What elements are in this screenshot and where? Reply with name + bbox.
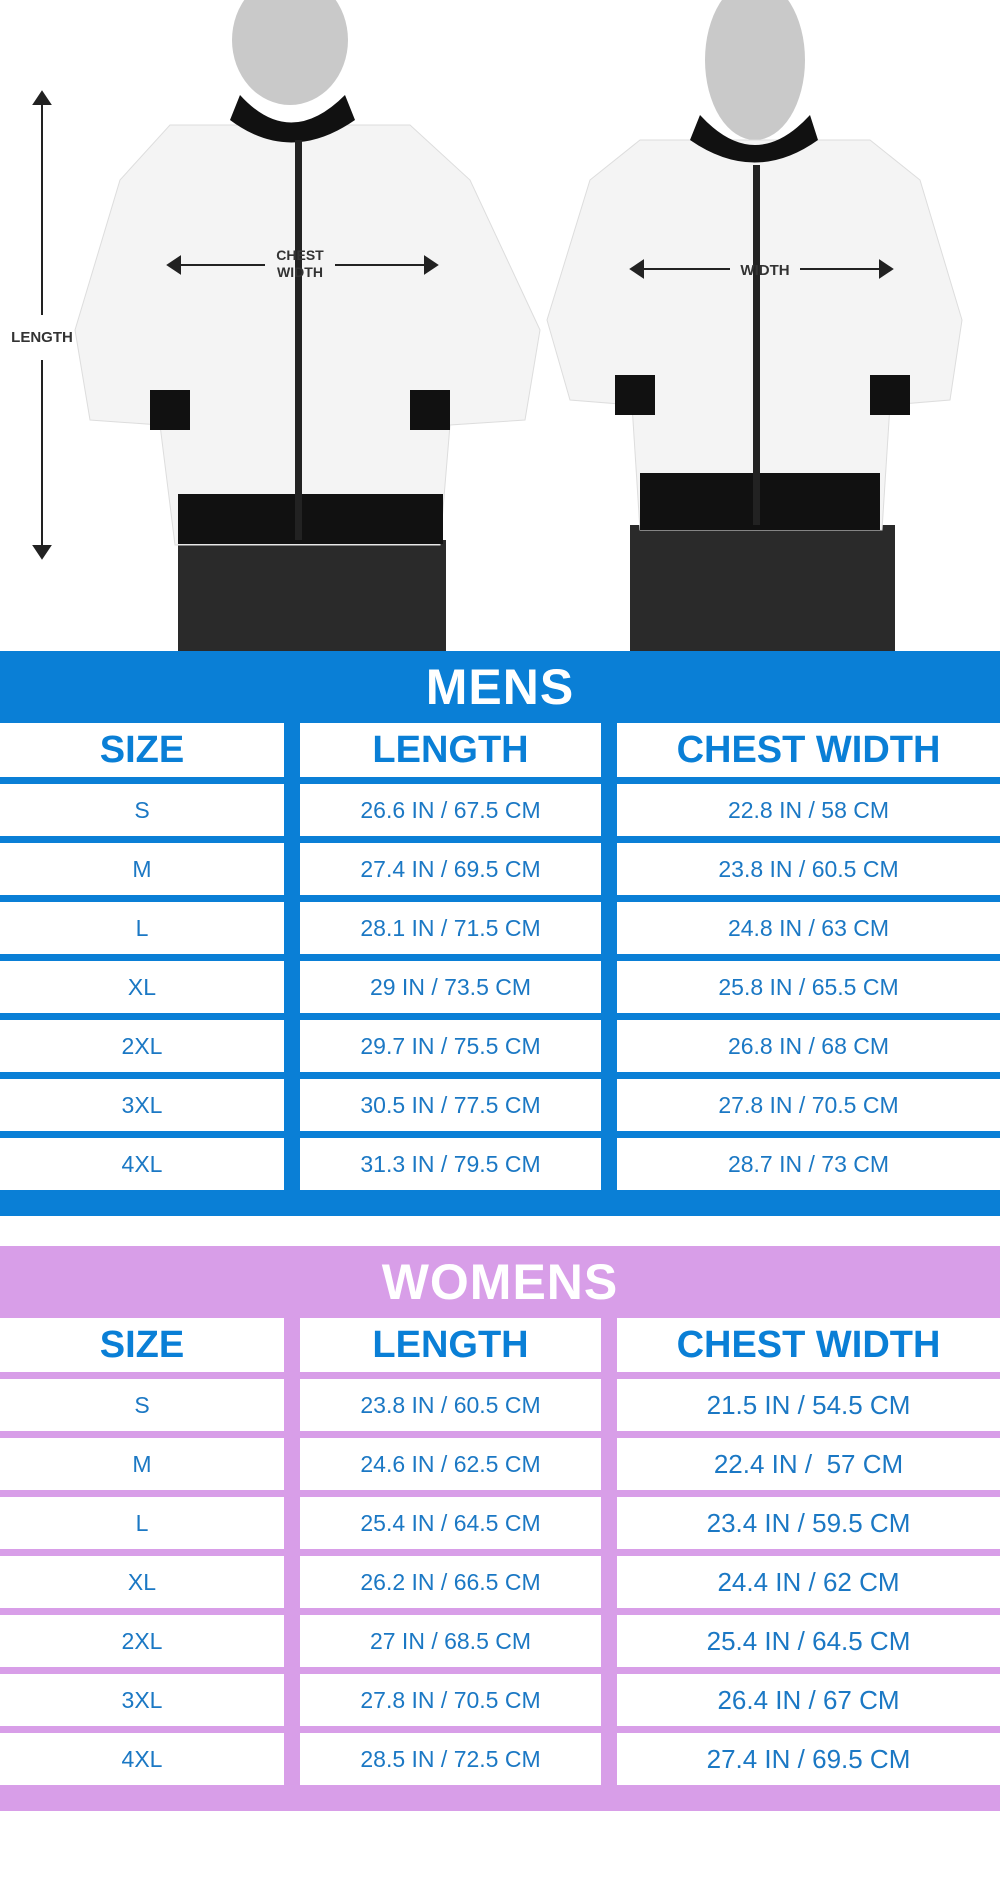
size-cell: 2XL xyxy=(0,1020,284,1072)
womens-grid: SIZE LENGTH CHEST WIDTH S 23.8 IN / 60.5 CM 2… xyxy=(0,1317,1000,1785)
chest-width-cell: 23.4 IN / 59.5 CM xyxy=(617,1497,1000,1549)
chest-width-cell: 25.4 IN / 64.5 CM xyxy=(617,1615,1000,1667)
size-cell: S xyxy=(0,1379,284,1431)
size-cell: S xyxy=(0,784,284,836)
length-cell: 26.2 IN / 66.5 CM xyxy=(300,1556,601,1608)
mens-size-table: MENS SIZE LENGTH CHEST WIDTH S 26.6 IN / 67.… xyxy=(0,651,1000,1216)
length-cell: 29.7 IN / 75.5 CM xyxy=(300,1020,601,1072)
column-header: CHEST WIDTH xyxy=(617,723,1000,777)
size-cell: L xyxy=(0,902,284,954)
column-header: CHEST WIDTH xyxy=(617,1318,1000,1372)
width-label: WIDTH xyxy=(740,262,789,279)
womens-size-table: WOMENS SIZE LENGTH CHEST WIDTH S 23.8 IN / 6… xyxy=(0,1246,1000,1811)
length-arrow xyxy=(32,90,894,560)
length-cell: 28.1 IN / 71.5 CM xyxy=(300,902,601,954)
mens-title: MENS xyxy=(425,658,575,715)
size-cell: XL xyxy=(0,1556,284,1608)
chest-width-cell: 25.8 IN / 65.5 CM xyxy=(617,961,1000,1013)
length-cell: 25.4 IN / 64.5 CM xyxy=(300,1497,601,1549)
size-cell: L xyxy=(0,1497,284,1549)
column-header: LENGTH xyxy=(300,723,601,777)
mens-jacket-figure xyxy=(74,0,541,651)
length-cell: 28.5 IN / 72.5 CM xyxy=(300,1733,601,1785)
chest-width-cell: 27.8 IN / 70.5 CM xyxy=(617,1079,1000,1131)
length-cell: 31.3 IN / 79.5 CM xyxy=(300,1138,601,1190)
mens-grid: SIZE LENGTH CHEST WIDTH S 26.6 IN / 67.5 CM 2… xyxy=(0,722,1000,1190)
size-cell: 2XL xyxy=(0,1615,284,1667)
column-header: LENGTH xyxy=(300,1318,601,1372)
jacket-photo: LENGTH CHEST WIDTH WIDTH xyxy=(11,0,963,651)
length-cell: 30.5 IN / 77.5 CM xyxy=(300,1079,601,1131)
chest-width-cell: 28.7 IN / 73 CM xyxy=(617,1138,1000,1190)
size-cell: M xyxy=(0,843,284,895)
column-header: SIZE xyxy=(0,723,284,777)
length-cell: 27.4 IN / 69.5 CM xyxy=(300,843,601,895)
chest-width-label: WIDTH xyxy=(277,264,323,280)
chest-width-cell: 21.5 IN / 54.5 CM xyxy=(617,1379,1000,1431)
size-cell: 4XL xyxy=(0,1138,284,1190)
chest-width-cell: 24.4 IN / 62 CM xyxy=(617,1556,1000,1608)
chest-width-cell: 22.8 IN / 58 CM xyxy=(617,784,1000,836)
size-cell: 3XL xyxy=(0,1079,284,1131)
length-cell: 27.8 IN / 70.5 CM xyxy=(300,1674,601,1726)
size-cell: 3XL xyxy=(0,1674,284,1726)
length-cell: 23.8 IN / 60.5 CM xyxy=(300,1379,601,1431)
size-cell: XL xyxy=(0,961,284,1013)
size-cell: 4XL xyxy=(0,1733,284,1785)
length-cell: 24.6 IN / 62.5 CM xyxy=(300,1438,601,1490)
chest-width-cell: 23.8 IN / 60.5 CM xyxy=(617,843,1000,895)
chest-width-cell: 26.4 IN / 67 CM xyxy=(617,1674,1000,1726)
length-cell: 26.6 IN / 67.5 CM xyxy=(300,784,601,836)
length-cell: 27 IN / 68.5 CM xyxy=(300,1615,601,1667)
chest-label: CHEST xyxy=(276,247,324,263)
chest-width-cell: 22.4 IN / 57 CM xyxy=(617,1438,1000,1490)
chest-width-cell: 27.4 IN / 69.5 CM xyxy=(617,1733,1000,1785)
length-label: LENGTH xyxy=(11,329,73,346)
length-cell: 29 IN / 73.5 CM xyxy=(300,961,601,1013)
womens-jacket-figure xyxy=(546,0,963,651)
chest-width-cell: 24.8 IN / 63 CM xyxy=(617,902,1000,954)
size-cell: M xyxy=(0,1438,284,1490)
womens-title: WOMENS xyxy=(381,1253,619,1310)
column-header: SIZE xyxy=(0,1318,284,1372)
chest-width-cell: 26.8 IN / 68 CM xyxy=(617,1020,1000,1072)
